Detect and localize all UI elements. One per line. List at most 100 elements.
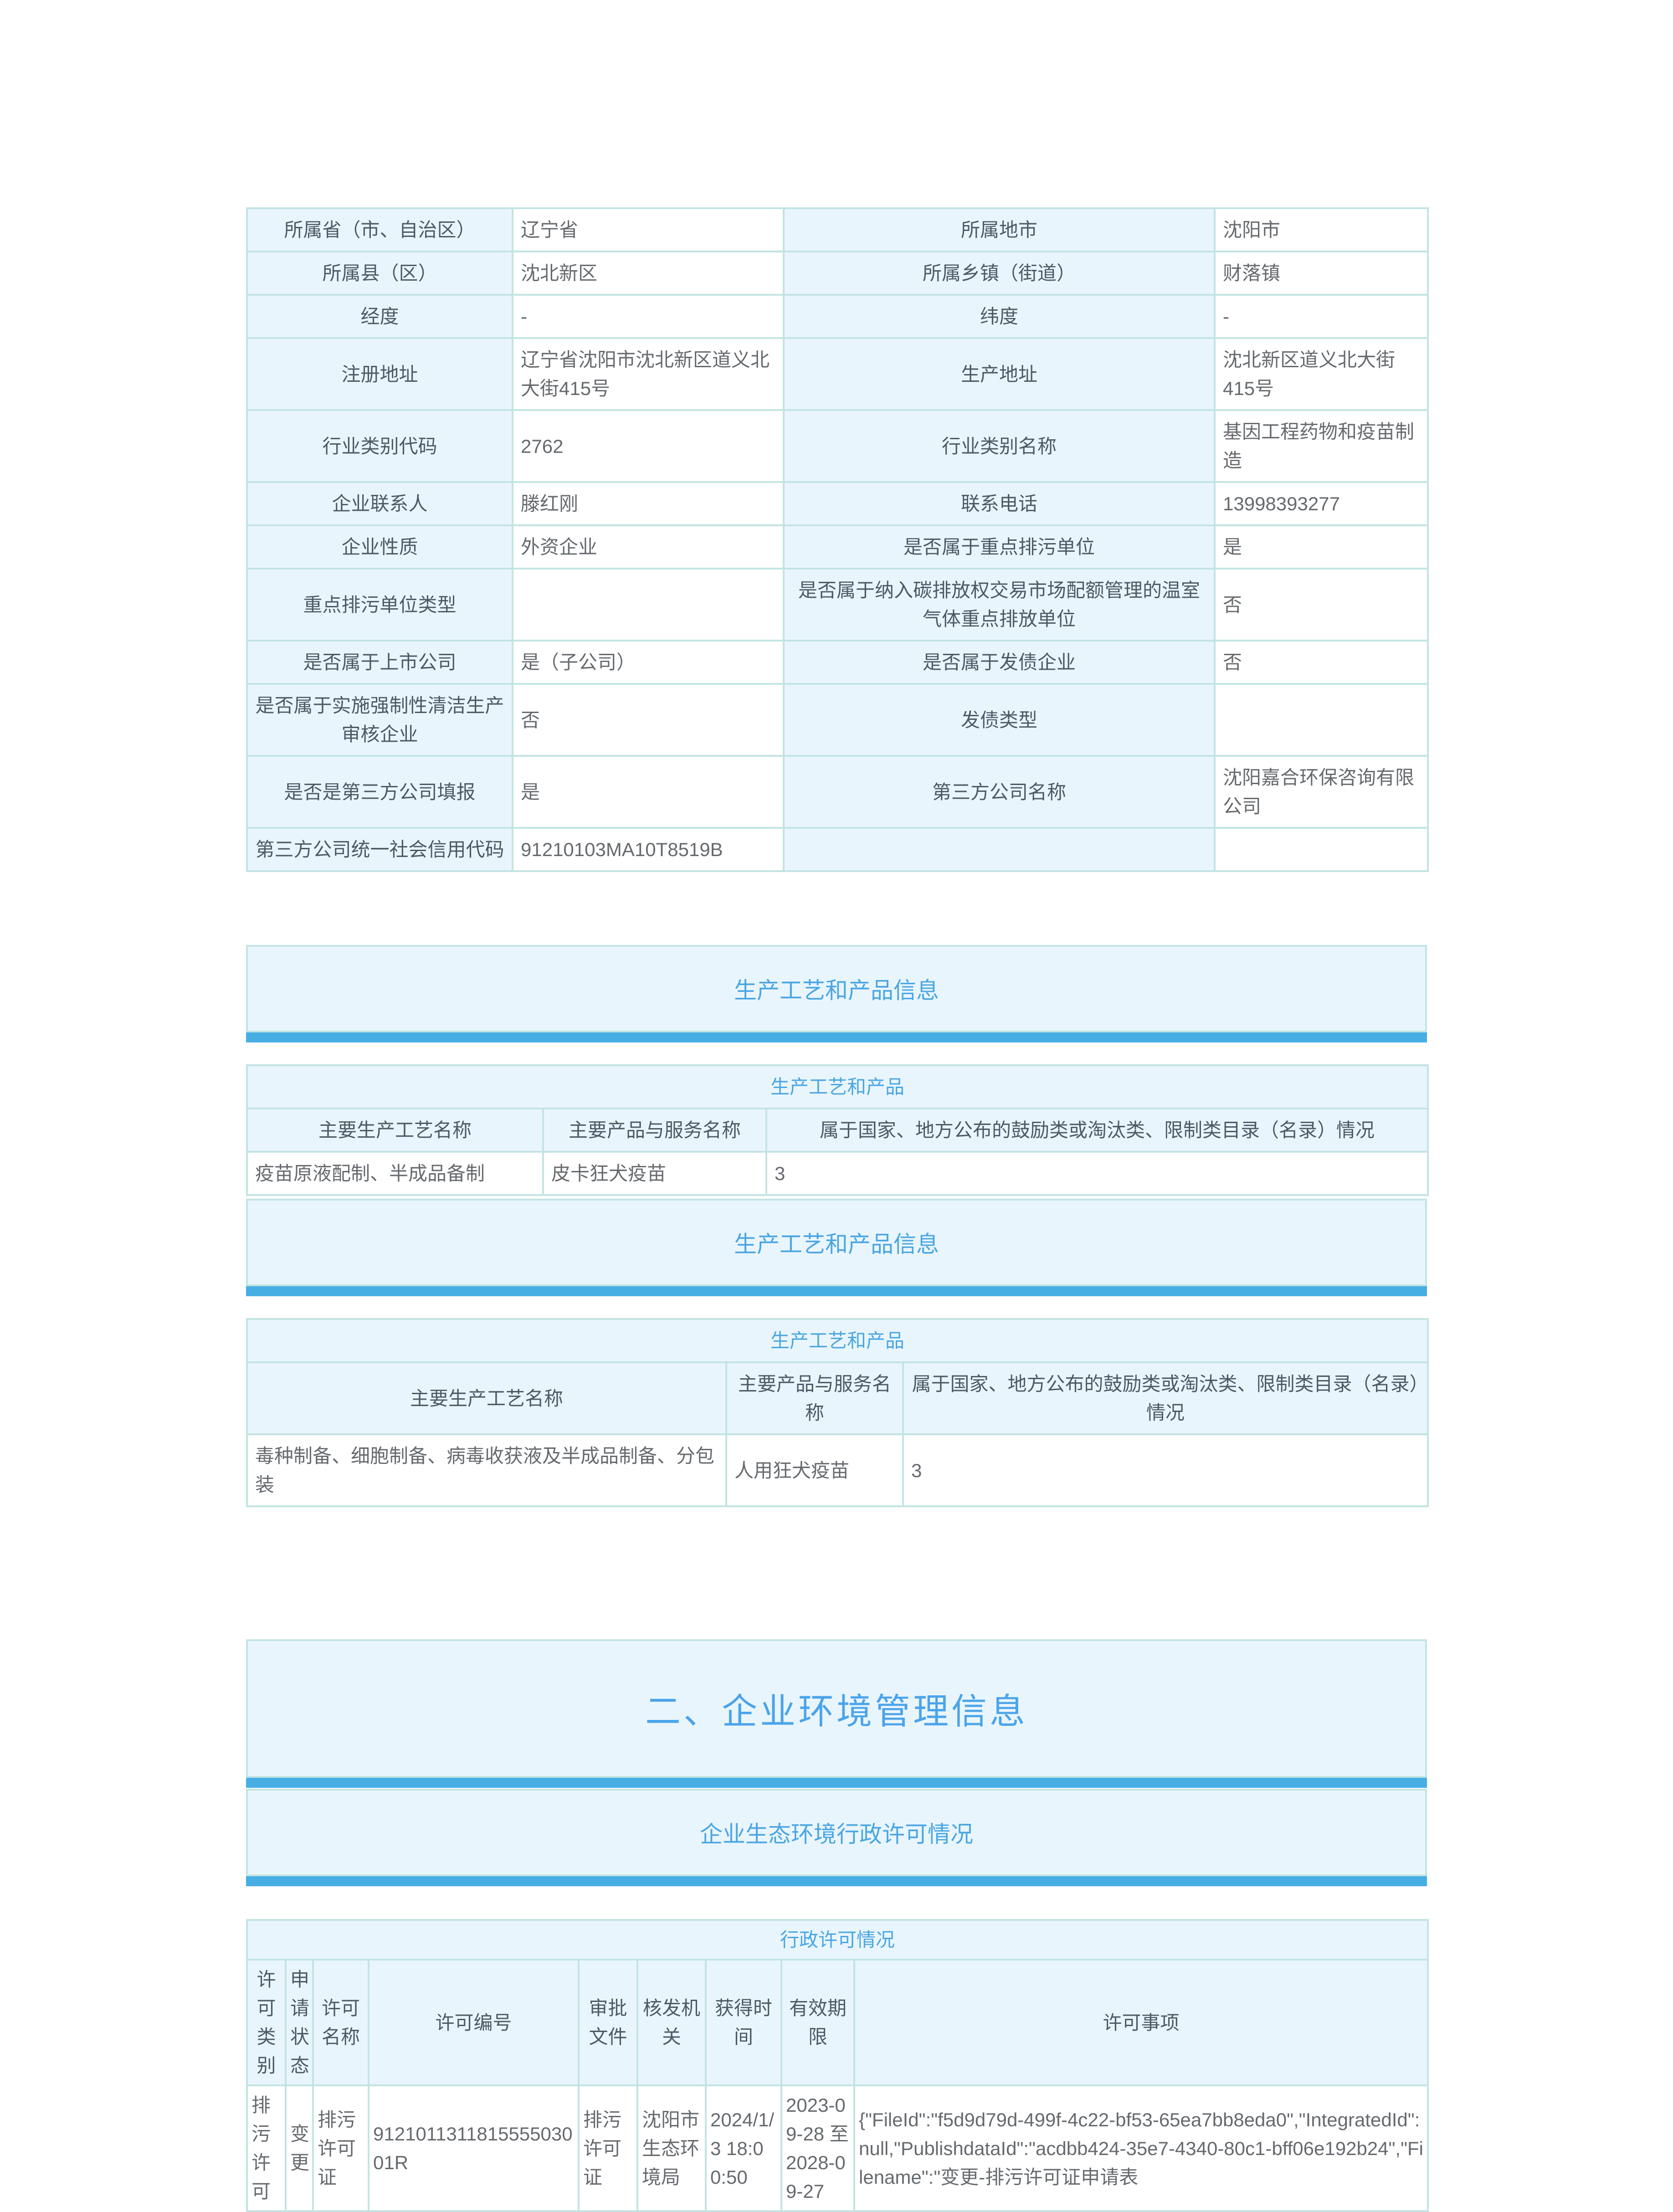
field-label: 纬度 (783, 294, 1216, 339)
field-value (1214, 683, 1429, 757)
column-header: 属于国家、地方公布的鼓励类或淘汰类、限制类目录（名录）情况 (765, 1108, 1429, 1153)
header-row: 主要生产工艺名称 主要产品与服务名称 属于国家、地方公布的鼓励类或淘汰类、限制类… (246, 1108, 1429, 1153)
cell-application-status: 变更 (285, 2084, 314, 2212)
field-label: 是否是第三方公司填报 (246, 755, 513, 829)
field-value: 滕红刚 (512, 481, 785, 526)
header-row: 主要生产工艺名称 主要产品与服务名称 属于国家、地方公布的鼓励类或淘汰类、限制类… (246, 1361, 1429, 1435)
field-value: 是 (512, 755, 785, 829)
process-section-1: 生产工艺和产品信息 生产工艺和产品 主要生产工艺名称 主要产品与服务名称 属于国… (246, 945, 1429, 1196)
cell-obtained-time: 2024/1/3 18:00:50 (705, 2084, 782, 2212)
field-label: 第三方公司统一社会信用代码 (246, 827, 513, 872)
chapter-title-banner: 二、企业环境管理信息 (246, 1639, 1427, 1778)
table-row: 是否是第三方公司填报 是 第三方公司名称 沈阳嘉合环保咨询有限公司 (246, 755, 1429, 829)
field-label: 所属乡镇（街道） (783, 251, 1216, 296)
cell-approval-document: 排污许可证 (578, 2084, 638, 2212)
field-label: 经度 (246, 294, 513, 339)
field-value: 沈阳市 (1214, 207, 1429, 252)
section-title-banner: 生产工艺和产品信息 (246, 1199, 1427, 1286)
field-value: 否 (1214, 640, 1429, 685)
env-management-section: 二、企业环境管理信息 企业生态环境行政许可情况 行政许可情况 许可类别 申请状态… (246, 1639, 1429, 2212)
field-value: - (1214, 294, 1429, 339)
table-row: 是否属于上市公司 是（子公司） 是否属于发债企业 否 (246, 640, 1429, 685)
divider-bar (246, 1876, 1427, 1886)
field-label: 所属地市 (783, 207, 1216, 252)
field-value: 基因工程药物和疫苗制造 (1214, 409, 1429, 483)
divider-bar (246, 1032, 1427, 1042)
table-row: 毒种制备、细胞制备、病毒收获液及半成品制备、分包装 人用狂犬疫苗 3 (246, 1433, 1429, 1507)
section-title: 生产工艺和产品信息 (734, 1232, 939, 1257)
column-header: 主要生产工艺名称 (246, 1108, 544, 1153)
field-label: 发债类型 (783, 683, 1216, 757)
subsection-title-banner: 企业生态环境行政许可情况 (246, 1789, 1427, 1876)
field-label: 第三方公司名称 (783, 755, 1216, 829)
chapter-title: 二、企业环境管理信息 (645, 1691, 1028, 1731)
field-value: 是 (1214, 524, 1429, 570)
table-row: 第三方公司统一社会信用代码 91210103MA10T8519B (246, 827, 1429, 872)
table-row: 经度 - 纬度 - (246, 294, 1429, 339)
cell-process-name: 毒种制备、细胞制备、病毒收获液及半成品制备、分包装 (246, 1433, 727, 1507)
column-header: 许可编号 (368, 1959, 580, 2086)
subsection-title: 生产工艺和产品 (246, 1064, 1429, 1109)
field-label: 是否属于纳入碳排放权交易市场配额管理的温室气体重点排放单位 (783, 568, 1216, 642)
field-value: 13998393277 (1214, 481, 1429, 526)
field-value: 否 (1214, 568, 1429, 642)
field-label: 联系电话 (783, 481, 1216, 526)
section-title-banner: 生产工艺和产品信息 (246, 945, 1427, 1032)
cell-issuing-authority: 沈阳市生态环境局 (636, 2084, 707, 2212)
table-title-row: 行政许可情况 (246, 1919, 1429, 1961)
column-header: 许可名称 (312, 1959, 369, 2086)
subsection-title: 生产工艺和产品 (246, 1318, 1429, 1363)
field-label: 是否属于实施强制性清洁生产审核企业 (246, 683, 513, 757)
cell-product-name: 人用狂犬疫苗 (725, 1433, 904, 1507)
field-label (783, 827, 1216, 872)
field-label: 是否属于上市公司 (246, 640, 513, 685)
cell-validity-period: 2023-09-28 至 2028-09-27 (780, 2084, 855, 2212)
field-value: 辽宁省 (512, 207, 785, 252)
basic-info-table: 所属省（市、自治区） 辽宁省 所属地市 沈阳市 所属县（区） 沈北新区 所属乡镇… (246, 207, 1429, 872)
field-value (1214, 827, 1429, 872)
cell-catalog-status: 3 (902, 1433, 1429, 1507)
field-value: 辽宁省沈阳市沈北新区道义北大街415号 (512, 337, 785, 411)
field-value: 沈北新区道义北大街415号 (1214, 337, 1429, 411)
field-value (512, 568, 785, 642)
field-label: 所属省（市、自治区） (246, 207, 513, 252)
process-section-2: 生产工艺和产品信息 生产工艺和产品 主要生产工艺名称 主要产品与服务名称 属于国… (246, 1199, 1429, 1507)
table-row: 所属省（市、自治区） 辽宁省 所属地市 沈阳市 (246, 207, 1429, 252)
table-row: 重点排污单位类型 是否属于纳入碳排放权交易市场配额管理的温室气体重点排放单位 否 (246, 568, 1429, 642)
subsection-title: 企业生态环境行政许可情况 (700, 1822, 973, 1847)
field-label: 是否属于重点排污单位 (783, 524, 1216, 570)
page-content: 所属省（市、自治区） 辽宁省 所属地市 沈阳市 所属县（区） 沈北新区 所属乡镇… (246, 207, 1429, 2212)
cell-permit-number: 912101131181555503001R (368, 2084, 580, 2212)
column-header: 申请状态 (285, 1959, 314, 2086)
field-value: 财落镇 (1214, 251, 1429, 296)
field-value: 沈阳嘉合环保咨询有限公司 (1214, 755, 1429, 829)
table-row: 排污许可 变更 排污许可证 912101131181555503001R 排污许… (246, 2084, 1429, 2212)
table-row: 所属县（区） 沈北新区 所属乡镇（街道） 财落镇 (246, 251, 1429, 296)
field-value: 外资企业 (512, 524, 785, 570)
section-title: 生产工艺和产品信息 (734, 978, 939, 1003)
field-label: 是否属于发债企业 (783, 640, 1216, 685)
cell-process-name: 疫苗原液配制、半成品备制 (246, 1151, 544, 1196)
column-header: 有效期限 (780, 1959, 855, 2086)
table-row: 疫苗原液配制、半成品备制 皮卡狂犬疫苗 3 (246, 1151, 1429, 1196)
field-label: 生产地址 (783, 337, 1216, 411)
divider-bar (246, 1286, 1427, 1296)
table-row: 企业联系人 滕红刚 联系电话 13998393277 (246, 481, 1429, 526)
header-row: 许可类别 申请状态 许可名称 许可编号 审批文件 核发机关 获得时间 有效期限 … (246, 1959, 1429, 2086)
field-value: 2762 (512, 409, 785, 483)
column-header: 主要产品与服务名称 (542, 1108, 767, 1153)
table-row: 行业类别代码 2762 行业类别名称 基因工程药物和疫苗制造 (246, 409, 1429, 483)
field-label: 企业性质 (246, 524, 513, 570)
field-label: 所属县（区） (246, 251, 513, 296)
process-table-1: 生产工艺和产品 主要生产工艺名称 主要产品与服务名称 属于国家、地方公布的鼓励类… (246, 1064, 1429, 1196)
cell-catalog-status: 3 (765, 1151, 1429, 1196)
field-label: 注册地址 (246, 337, 513, 411)
field-label: 行业类别代码 (246, 409, 513, 483)
table-title: 行政许可情况 (246, 1919, 1429, 1961)
field-label: 企业联系人 (246, 481, 513, 526)
column-header: 许可事项 (853, 1959, 1429, 2086)
process-table-2: 生产工艺和产品 主要生产工艺名称 主要产品与服务名称 属于国家、地方公布的鼓励类… (246, 1318, 1429, 1507)
field-value: 是（子公司） (512, 640, 785, 685)
field-value: 沈北新区 (512, 251, 785, 296)
column-header: 获得时间 (705, 1959, 782, 2086)
